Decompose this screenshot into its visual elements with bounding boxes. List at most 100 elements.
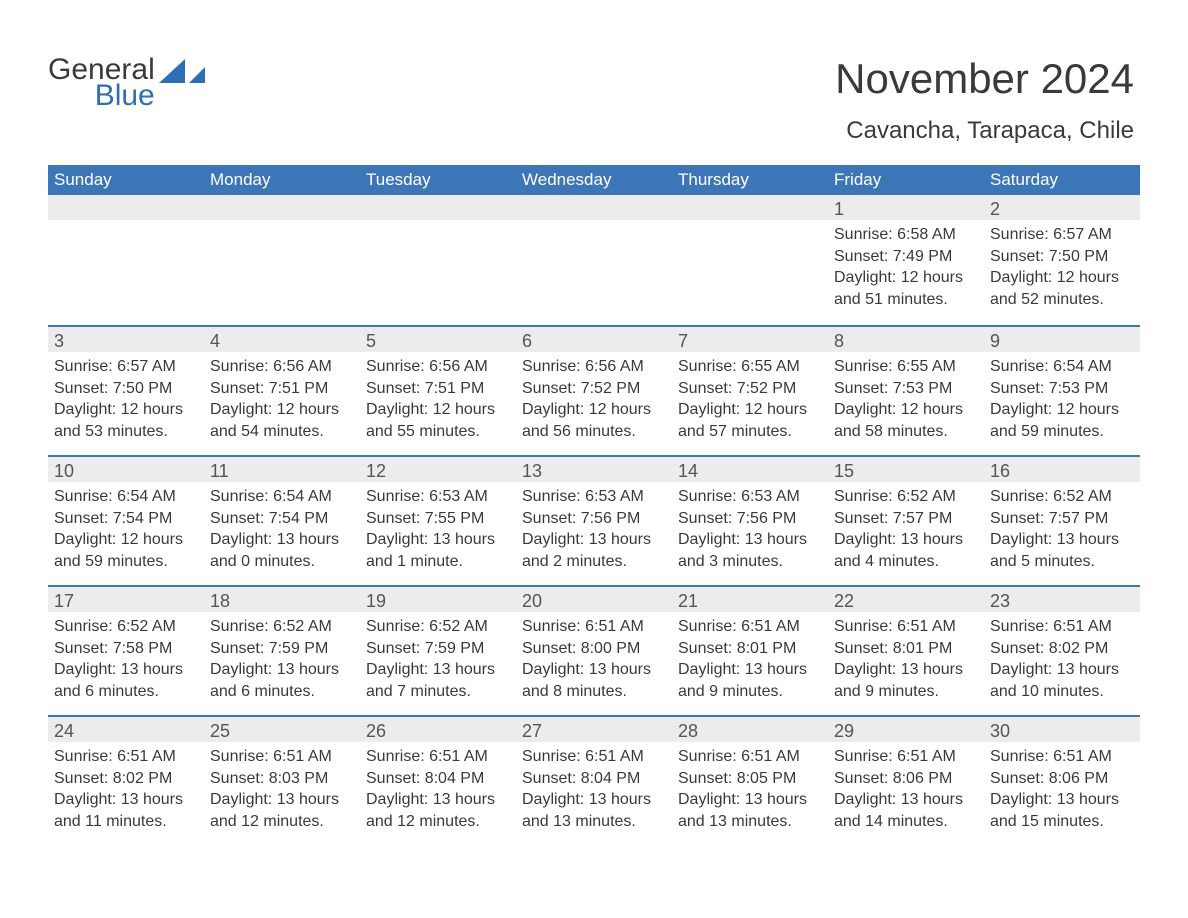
sunrise-line: Sunrise: 6:51 AM xyxy=(522,746,666,768)
day-body: Sunrise: 6:51 AMSunset: 8:01 PMDaylight:… xyxy=(834,616,978,702)
day-number: 30 xyxy=(984,717,1140,742)
sunset-line: Sunset: 8:06 PM xyxy=(990,768,1134,790)
day-cell: 26Sunrise: 6:51 AMSunset: 8:04 PMDayligh… xyxy=(360,717,516,845)
day-body: Sunrise: 6:52 AMSunset: 7:57 PMDaylight:… xyxy=(834,486,978,572)
sunrise-line: Sunrise: 6:52 AM xyxy=(210,616,354,638)
day-cell: 16Sunrise: 6:52 AMSunset: 7:57 PMDayligh… xyxy=(984,457,1140,585)
dow-cell: Monday xyxy=(204,165,360,195)
day-number: 16 xyxy=(984,457,1140,482)
daylight-line: Daylight: 13 hours and 8 minutes. xyxy=(522,659,666,702)
location: Cavancha, Tarapaca, Chile xyxy=(205,117,1134,145)
day-number: 21 xyxy=(672,587,828,612)
sunset-line: Sunset: 8:02 PM xyxy=(990,638,1134,660)
daylight-line: Daylight: 13 hours and 12 minutes. xyxy=(210,789,354,832)
title-block: November 2024 Cavancha, Tarapaca, Chile xyxy=(205,55,1134,155)
sunset-line: Sunset: 8:04 PM xyxy=(522,768,666,790)
dow-cell: Wednesday xyxy=(516,165,672,195)
daylight-line: Daylight: 13 hours and 15 minutes. xyxy=(990,789,1134,832)
sunrise-line: Sunrise: 6:51 AM xyxy=(990,616,1134,638)
daylight-line: Daylight: 13 hours and 6 minutes. xyxy=(54,659,198,702)
day-cell: 10Sunrise: 6:54 AMSunset: 7:54 PMDayligh… xyxy=(48,457,204,585)
daylight-line: Daylight: 13 hours and 2 minutes. xyxy=(522,529,666,572)
day-body: Sunrise: 6:53 AMSunset: 7:56 PMDaylight:… xyxy=(522,486,666,572)
sunset-line: Sunset: 8:00 PM xyxy=(522,638,666,660)
day-number xyxy=(48,195,204,220)
day-body: Sunrise: 6:54 AMSunset: 7:54 PMDaylight:… xyxy=(54,486,198,572)
sunset-line: Sunset: 7:56 PM xyxy=(522,508,666,530)
sunrise-line: Sunrise: 6:56 AM xyxy=(366,356,510,378)
sunrise-line: Sunrise: 6:53 AM xyxy=(522,486,666,508)
day-number: 19 xyxy=(360,587,516,612)
day-number xyxy=(672,195,828,220)
day-body: Sunrise: 6:51 AMSunset: 8:04 PMDaylight:… xyxy=(366,746,510,832)
sunrise-line: Sunrise: 6:51 AM xyxy=(54,746,198,768)
daylight-line: Daylight: 13 hours and 14 minutes. xyxy=(834,789,978,832)
sunrise-line: Sunrise: 6:53 AM xyxy=(678,486,822,508)
day-cell: 6Sunrise: 6:56 AMSunset: 7:52 PMDaylight… xyxy=(516,327,672,455)
day-number: 3 xyxy=(48,327,204,352)
sunrise-line: Sunrise: 6:52 AM xyxy=(834,486,978,508)
day-cell: 13 Sunrise: 6:53 AMSunset: 7:56 PMDayligh… xyxy=(516,457,672,585)
day-cell xyxy=(672,195,828,325)
day-body: Sunrise: 6:56 AMSunset: 7:51 PMDaylight:… xyxy=(366,356,510,442)
daylight-line: Daylight: 13 hours and 4 minutes. xyxy=(834,529,978,572)
day-body: Sunrise: 6:51 AMSunset: 8:05 PMDaylight:… xyxy=(678,746,822,832)
day-cell: 19Sunrise: 6:52 AMSunset: 7:59 PMDayligh… xyxy=(360,587,516,715)
week-row: 10Sunrise: 6:54 AMSunset: 7:54 PMDayligh… xyxy=(48,455,1140,585)
sunrise-line: Sunrise: 6:51 AM xyxy=(522,616,666,638)
day-number: 24 xyxy=(48,717,204,742)
day-cell xyxy=(48,195,204,325)
sunset-line: Sunset: 7:52 PM xyxy=(522,378,666,400)
sunrise-line: Sunrise: 6:51 AM xyxy=(210,746,354,768)
sunset-line: Sunset: 8:05 PM xyxy=(678,768,822,790)
day-cell: 15Sunrise: 6:52 AMSunset: 7:57 PMDayligh… xyxy=(828,457,984,585)
sunrise-line: Sunrise: 6:54 AM xyxy=(210,486,354,508)
week-row: 17Sunrise: 6:52 AMSunset: 7:58 PMDayligh… xyxy=(48,585,1140,715)
logo: General Blue xyxy=(48,55,205,111)
day-cell: 29Sunrise: 6:51 AMSunset: 8:06 PMDayligh… xyxy=(828,717,984,845)
day-body: Sunrise: 6:51 AMSunset: 8:00 PMDaylight:… xyxy=(522,616,666,702)
sunrise-line: Sunrise: 6:52 AM xyxy=(990,486,1134,508)
sunrise-line: Sunrise: 6:57 AM xyxy=(54,356,198,378)
sunrise-line: Sunrise: 6:51 AM xyxy=(678,746,822,768)
calendar: SundayMondayTuesdayWednesdayThursdayFrid… xyxy=(48,165,1140,845)
day-number: 22 xyxy=(828,587,984,612)
day-number: 9 xyxy=(984,327,1140,352)
dow-cell: Tuesday xyxy=(360,165,516,195)
day-body: Sunrise: 6:51 AMSunset: 8:04 PMDaylight:… xyxy=(522,746,666,832)
day-number: 13 xyxy=(516,457,672,482)
day-cell: 1Sunrise: 6:58 AMSunset: 7:49 PMDaylight… xyxy=(828,195,984,325)
sunset-line: Sunset: 7:54 PM xyxy=(54,508,198,530)
day-number xyxy=(360,195,516,220)
dow-cell: Sunday xyxy=(48,165,204,195)
sunrise-line: Sunrise: 6:54 AM xyxy=(990,356,1134,378)
logo-text: General Blue xyxy=(48,55,155,111)
sunset-line: Sunset: 7:57 PM xyxy=(990,508,1134,530)
day-cell: 4Sunrise: 6:56 AMSunset: 7:51 PMDaylight… xyxy=(204,327,360,455)
weeks-container: 1Sunrise: 6:58 AMSunset: 7:49 PMDaylight… xyxy=(48,195,1140,845)
sunrise-line: Sunrise: 6:52 AM xyxy=(366,616,510,638)
sunset-line: Sunset: 7:59 PM xyxy=(366,638,510,660)
daylight-line: Daylight: 13 hours and 9 minutes. xyxy=(678,659,822,702)
daylight-line: Daylight: 12 hours and 56 minutes. xyxy=(522,399,666,442)
daylight-line: Daylight: 12 hours and 59 minutes. xyxy=(54,529,198,572)
sunrise-line: Sunrise: 6:52 AM xyxy=(54,616,198,638)
daylight-line: Daylight: 13 hours and 11 minutes. xyxy=(54,789,198,832)
dow-cell: Saturday xyxy=(984,165,1140,195)
sunset-line: Sunset: 7:50 PM xyxy=(990,246,1134,268)
day-number xyxy=(204,195,360,220)
daylight-line: Daylight: 13 hours and 12 minutes. xyxy=(366,789,510,832)
day-number: 28 xyxy=(672,717,828,742)
day-cell: 18Sunrise: 6:52 AMSunset: 7:59 PMDayligh… xyxy=(204,587,360,715)
sunset-line: Sunset: 7:56 PM xyxy=(678,508,822,530)
day-body: Sunrise: 6:51 AMSunset: 8:03 PMDaylight:… xyxy=(210,746,354,832)
day-body: Sunrise: 6:51 AMSunset: 8:06 PMDaylight:… xyxy=(990,746,1134,832)
sunset-line: Sunset: 7:51 PM xyxy=(366,378,510,400)
day-cell: 22 Sunrise: 6:51 AMSunset: 8:01 PMDayligh… xyxy=(828,587,984,715)
sunrise-line: Sunrise: 6:57 AM xyxy=(990,224,1134,246)
day-body: Sunrise: 6:52 AMSunset: 7:59 PMDaylight:… xyxy=(210,616,354,702)
daylight-line: Daylight: 12 hours and 57 minutes. xyxy=(678,399,822,442)
day-cell: 3Sunrise: 6:57 AMSunset: 7:50 PMDaylight… xyxy=(48,327,204,455)
day-number: 4 xyxy=(204,327,360,352)
day-cell: 20Sunrise: 6:51 AMSunset: 8:00 PMDayligh… xyxy=(516,587,672,715)
